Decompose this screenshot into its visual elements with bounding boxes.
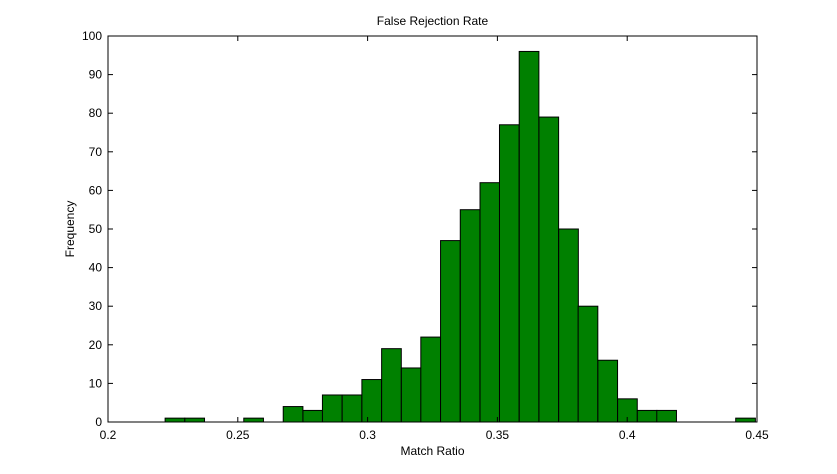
- histogram-bar-18: [577, 305, 599, 423]
- y-tick-label-5: 50: [89, 222, 103, 236]
- histogram-bar-3: [282, 406, 304, 423]
- histogram-bar-7: [361, 379, 383, 423]
- histogram-bar-11: [440, 240, 461, 423]
- y-tick-label-10: 100: [82, 29, 102, 43]
- histogram-bar-10: [420, 336, 442, 423]
- y-tick-label-8: 80: [89, 106, 103, 120]
- histogram-bar-1: [184, 417, 206, 423]
- histogram-bar-4: [302, 409, 324, 423]
- x-tick-label-4: 0.4: [619, 428, 636, 442]
- y-axis-title: Frequency: [63, 201, 77, 258]
- y-tick-label-9: 90: [89, 68, 103, 82]
- histogram-bar-16: [538, 116, 560, 423]
- histogram-bar-23: [735, 417, 756, 423]
- x-tick-label-2: 0.3: [359, 428, 376, 442]
- y-tick-label-7: 70: [89, 145, 103, 159]
- y-tick-labels: 0 10 20 30 40 50 60 70 80 90 100: [82, 29, 102, 429]
- histogram-bar-2: [243, 417, 264, 423]
- histogram-bar-19: [597, 359, 619, 423]
- y-tick-label-6: 60: [89, 183, 103, 197]
- x-tick-label-5: 0.45: [745, 428, 769, 442]
- bars-group: [164, 50, 756, 423]
- y-tick-label-3: 30: [89, 299, 103, 313]
- x-tick-label-1: 0.25: [226, 428, 250, 442]
- x-tick-label-0: 0.2: [100, 428, 117, 442]
- histogram-bar-6: [341, 394, 363, 423]
- histogram-bar-22: [656, 409, 677, 423]
- histogram-bar-5: [321, 394, 343, 423]
- y-tick-label-1: 10: [89, 376, 103, 390]
- y-tick-label-2: 20: [89, 338, 103, 352]
- histogram-bar-9: [400, 367, 422, 423]
- histogram-bar-13: [479, 182, 501, 423]
- histogram-bar-21: [636, 409, 658, 423]
- y-tick-label-0: 0: [95, 415, 102, 429]
- y-tick-label-4: 40: [89, 261, 103, 275]
- plot-frame: [107, 35, 758, 423]
- chart-title: False Rejection Rate: [377, 14, 489, 28]
- histogram-bar-8: [381, 348, 402, 423]
- histogram-bar-14: [498, 124, 520, 423]
- x-tick-labels: 0.2 0.25 0.3 0.35 0.4 0.45: [100, 428, 769, 442]
- histogram-bar-0: [164, 417, 186, 423]
- histogram-bar-12: [459, 209, 481, 423]
- x-axis-title: Match Ratio: [400, 444, 464, 458]
- x-tick-label-3: 0.35: [486, 428, 510, 442]
- histogram-bar-17: [558, 228, 579, 423]
- histogram-bar-15: [518, 50, 540, 423]
